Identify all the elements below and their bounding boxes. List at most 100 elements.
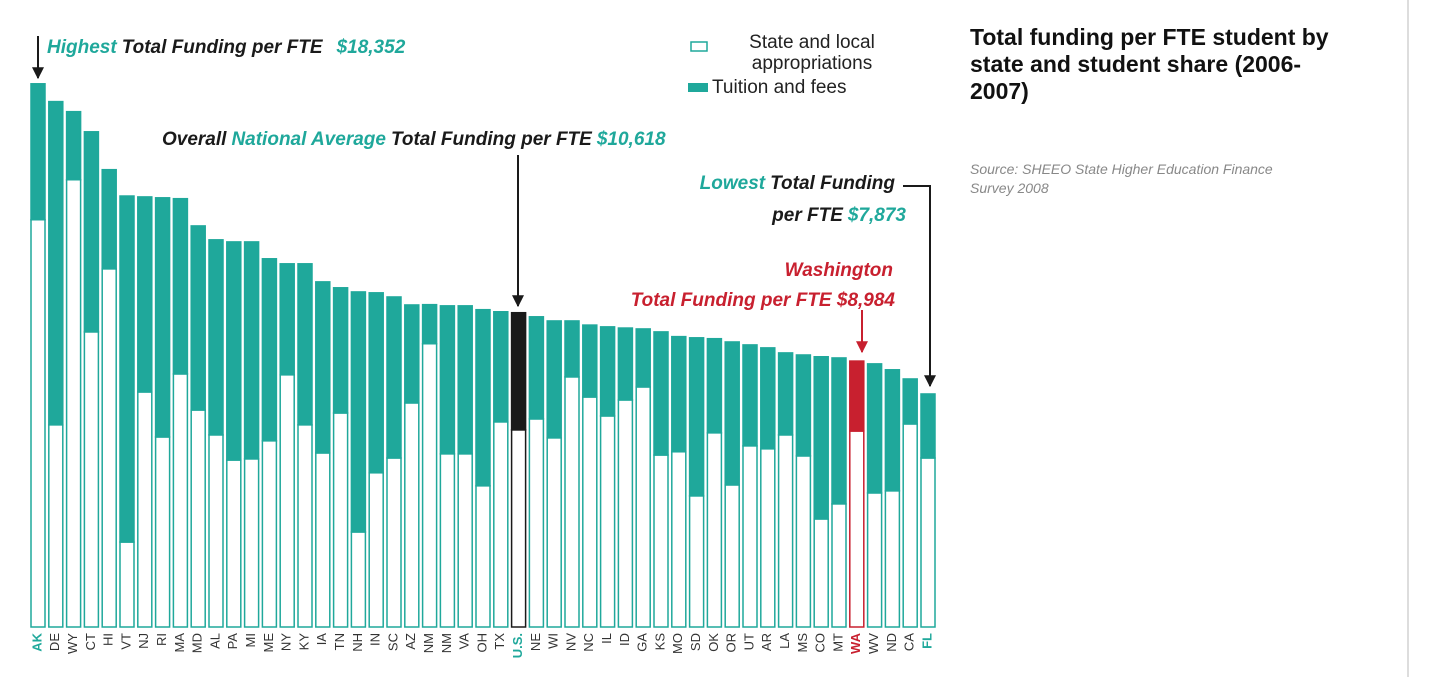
bar-segment <box>243 241 260 460</box>
x-tick-label: MT <box>830 633 845 652</box>
bar-segment <box>101 168 117 270</box>
x-tick-label: VA <box>457 633 472 650</box>
x-tick-label: IN <box>368 633 383 646</box>
x-tick-label: U.S. <box>510 633 525 658</box>
bar-segment <box>190 409 206 628</box>
x-tick-label: NE <box>528 633 543 651</box>
legend-swatch <box>690 41 708 52</box>
x-tick-label: AZ <box>403 633 418 650</box>
bar-segment <box>368 292 384 474</box>
bar-segment <box>475 485 491 628</box>
x-tick-label: OK <box>706 633 721 652</box>
annotation-part: $18,352 <box>336 37 406 58</box>
x-tick-label: WI <box>546 633 561 649</box>
bar-segment <box>831 503 847 628</box>
x-tick-label: ND <box>884 633 899 652</box>
bar-segment <box>653 331 669 456</box>
x-tick-label: AR <box>759 633 774 651</box>
bar-segment <box>920 393 936 459</box>
bar-segment <box>546 437 562 628</box>
bar-segment <box>279 263 295 376</box>
x-tick-label: HI <box>101 633 116 646</box>
bar-segment <box>617 327 634 401</box>
bar-segment <box>172 197 189 375</box>
x-tick-label: FL <box>919 633 934 649</box>
bar-segment <box>582 324 598 398</box>
bar-segment <box>475 308 491 487</box>
bar-segment <box>30 218 46 628</box>
x-tick-label: UT <box>741 633 756 650</box>
bar-segment <box>83 131 100 333</box>
bar-segment <box>154 197 171 438</box>
bar-segment <box>902 423 918 628</box>
annotation-part: Overall <box>162 129 227 150</box>
bar-segment <box>493 311 509 423</box>
bar-segment <box>457 453 473 628</box>
bar-segment <box>582 396 598 628</box>
bar-segment <box>849 430 865 628</box>
x-tick-label: MA <box>172 633 187 653</box>
chart: AK DE WY CT HI VT NJ RI MA MD AL PA MI ME NY KY IA TN NH IN… <box>29 36 936 658</box>
x-tick-label: NH <box>350 633 365 652</box>
bar-segment <box>261 258 278 442</box>
bar-segment <box>706 337 723 434</box>
bar-segment <box>706 432 723 628</box>
bar-segment <box>493 421 509 628</box>
bar-segment <box>243 458 260 628</box>
x-tick-label: ID <box>617 633 632 646</box>
arrow <box>903 185 936 388</box>
bar-segment <box>653 454 669 628</box>
x-tick-label: CA <box>902 633 917 651</box>
bar-segment <box>795 455 812 628</box>
annotation: Overall National Average Total Funding per… <box>162 129 666 150</box>
bar-segment <box>48 100 64 426</box>
bar-segment <box>65 178 82 628</box>
bar-segment <box>528 316 545 420</box>
bar-segment <box>137 391 153 628</box>
x-tick-label: LA <box>777 633 792 649</box>
bar-segment <box>30 83 46 221</box>
bar-segment <box>510 429 527 628</box>
x-tick-label: CT <box>83 633 98 650</box>
bar-segment <box>137 196 153 393</box>
x-tick-label: TX <box>492 633 507 650</box>
bar-segment <box>599 326 616 417</box>
bar-segment <box>546 320 562 439</box>
x-tick-label: CO <box>813 633 828 653</box>
annotation-part: Total Funding per FTE <box>391 129 593 150</box>
x-tick-label: GA <box>635 633 650 652</box>
x-tick-label: WY <box>65 633 80 654</box>
bar-segment <box>101 268 117 628</box>
x-tick-label: DE <box>47 633 62 651</box>
x-tick-label: AK <box>29 632 44 651</box>
x-tick-label: NM <box>421 633 436 653</box>
bar-segment <box>742 344 758 447</box>
bar-segment <box>831 357 847 505</box>
bar-segment <box>760 448 776 628</box>
bar-segment <box>48 424 64 628</box>
bar-segment <box>564 320 580 378</box>
bar-segment <box>635 386 651 628</box>
bar-segment <box>119 195 135 543</box>
x-tick-label: NY <box>279 633 294 651</box>
annotation: Washington <box>785 260 893 281</box>
bar-segment <box>119 541 135 628</box>
bar-segment <box>350 291 367 533</box>
chart-title: Total funding per FTE student by state a… <box>970 24 1329 104</box>
x-tick-label: MO <box>670 633 685 654</box>
bar-segment <box>297 263 313 426</box>
x-tick-label: NM <box>439 633 454 653</box>
annotation-part: National Average <box>231 129 386 150</box>
x-tick-label: NJ <box>136 633 151 649</box>
bar-segment <box>510 311 527 431</box>
annotation-part: Total Funding per FTE <box>122 37 324 58</box>
bar-segment <box>635 328 651 388</box>
bar-segment <box>564 376 580 628</box>
x-tick-label: RI <box>154 633 169 646</box>
bar-segment <box>279 374 295 628</box>
bar-segment <box>386 296 402 459</box>
bar-segment <box>315 281 331 454</box>
x-tick-label: IA <box>314 633 329 646</box>
bar-segment <box>849 360 865 432</box>
